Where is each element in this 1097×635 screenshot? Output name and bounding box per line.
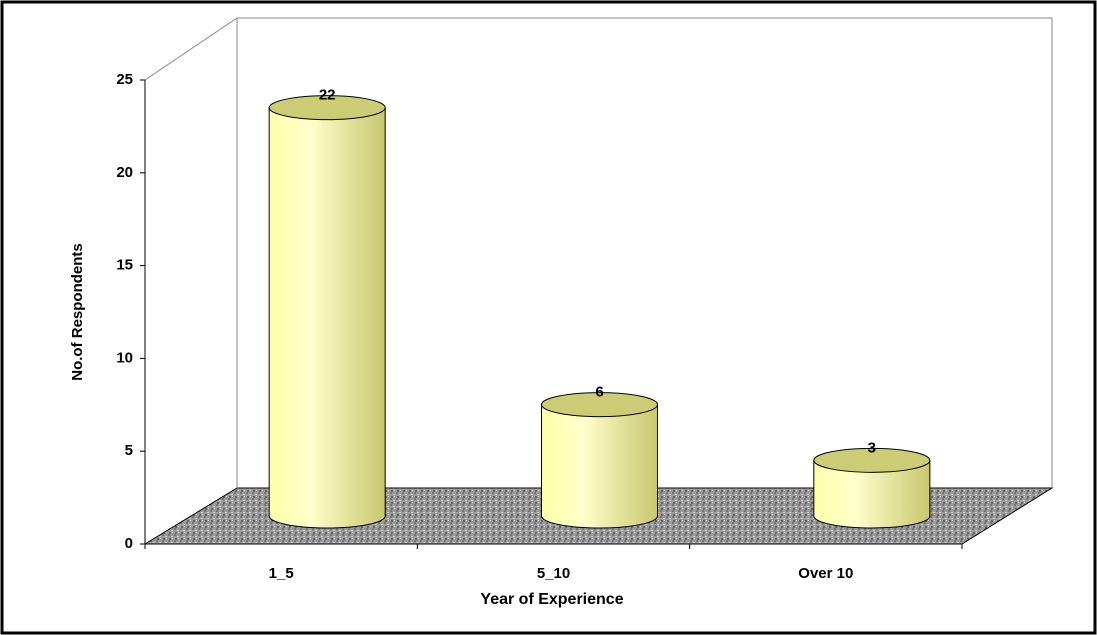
bar	[813, 459, 931, 529]
y-tick-label: 20	[116, 164, 133, 181]
y-tick-label: 0	[125, 535, 133, 552]
data-label: 3	[868, 439, 876, 456]
y-axis-label: No.of Respondents	[69, 243, 86, 381]
y-tick-label: 10	[116, 349, 133, 366]
data-label: 22	[319, 87, 336, 104]
x-tick-label: 5_10	[537, 565, 570, 582]
bar	[268, 107, 386, 529]
bar-top	[541, 392, 658, 418]
bar	[541, 404, 658, 529]
y-tick-label: 15	[116, 257, 133, 274]
x-tick-label: 1_5	[269, 565, 294, 582]
y-tick-label: 5	[125, 442, 133, 459]
data-label: 6	[595, 384, 603, 401]
bar-top	[813, 447, 931, 473]
bar-top	[268, 95, 386, 121]
x-tick-label: Over 10	[798, 565, 853, 582]
y-tick-label: 25	[116, 71, 133, 88]
x-axis-label: Year of Experience	[480, 591, 623, 608]
